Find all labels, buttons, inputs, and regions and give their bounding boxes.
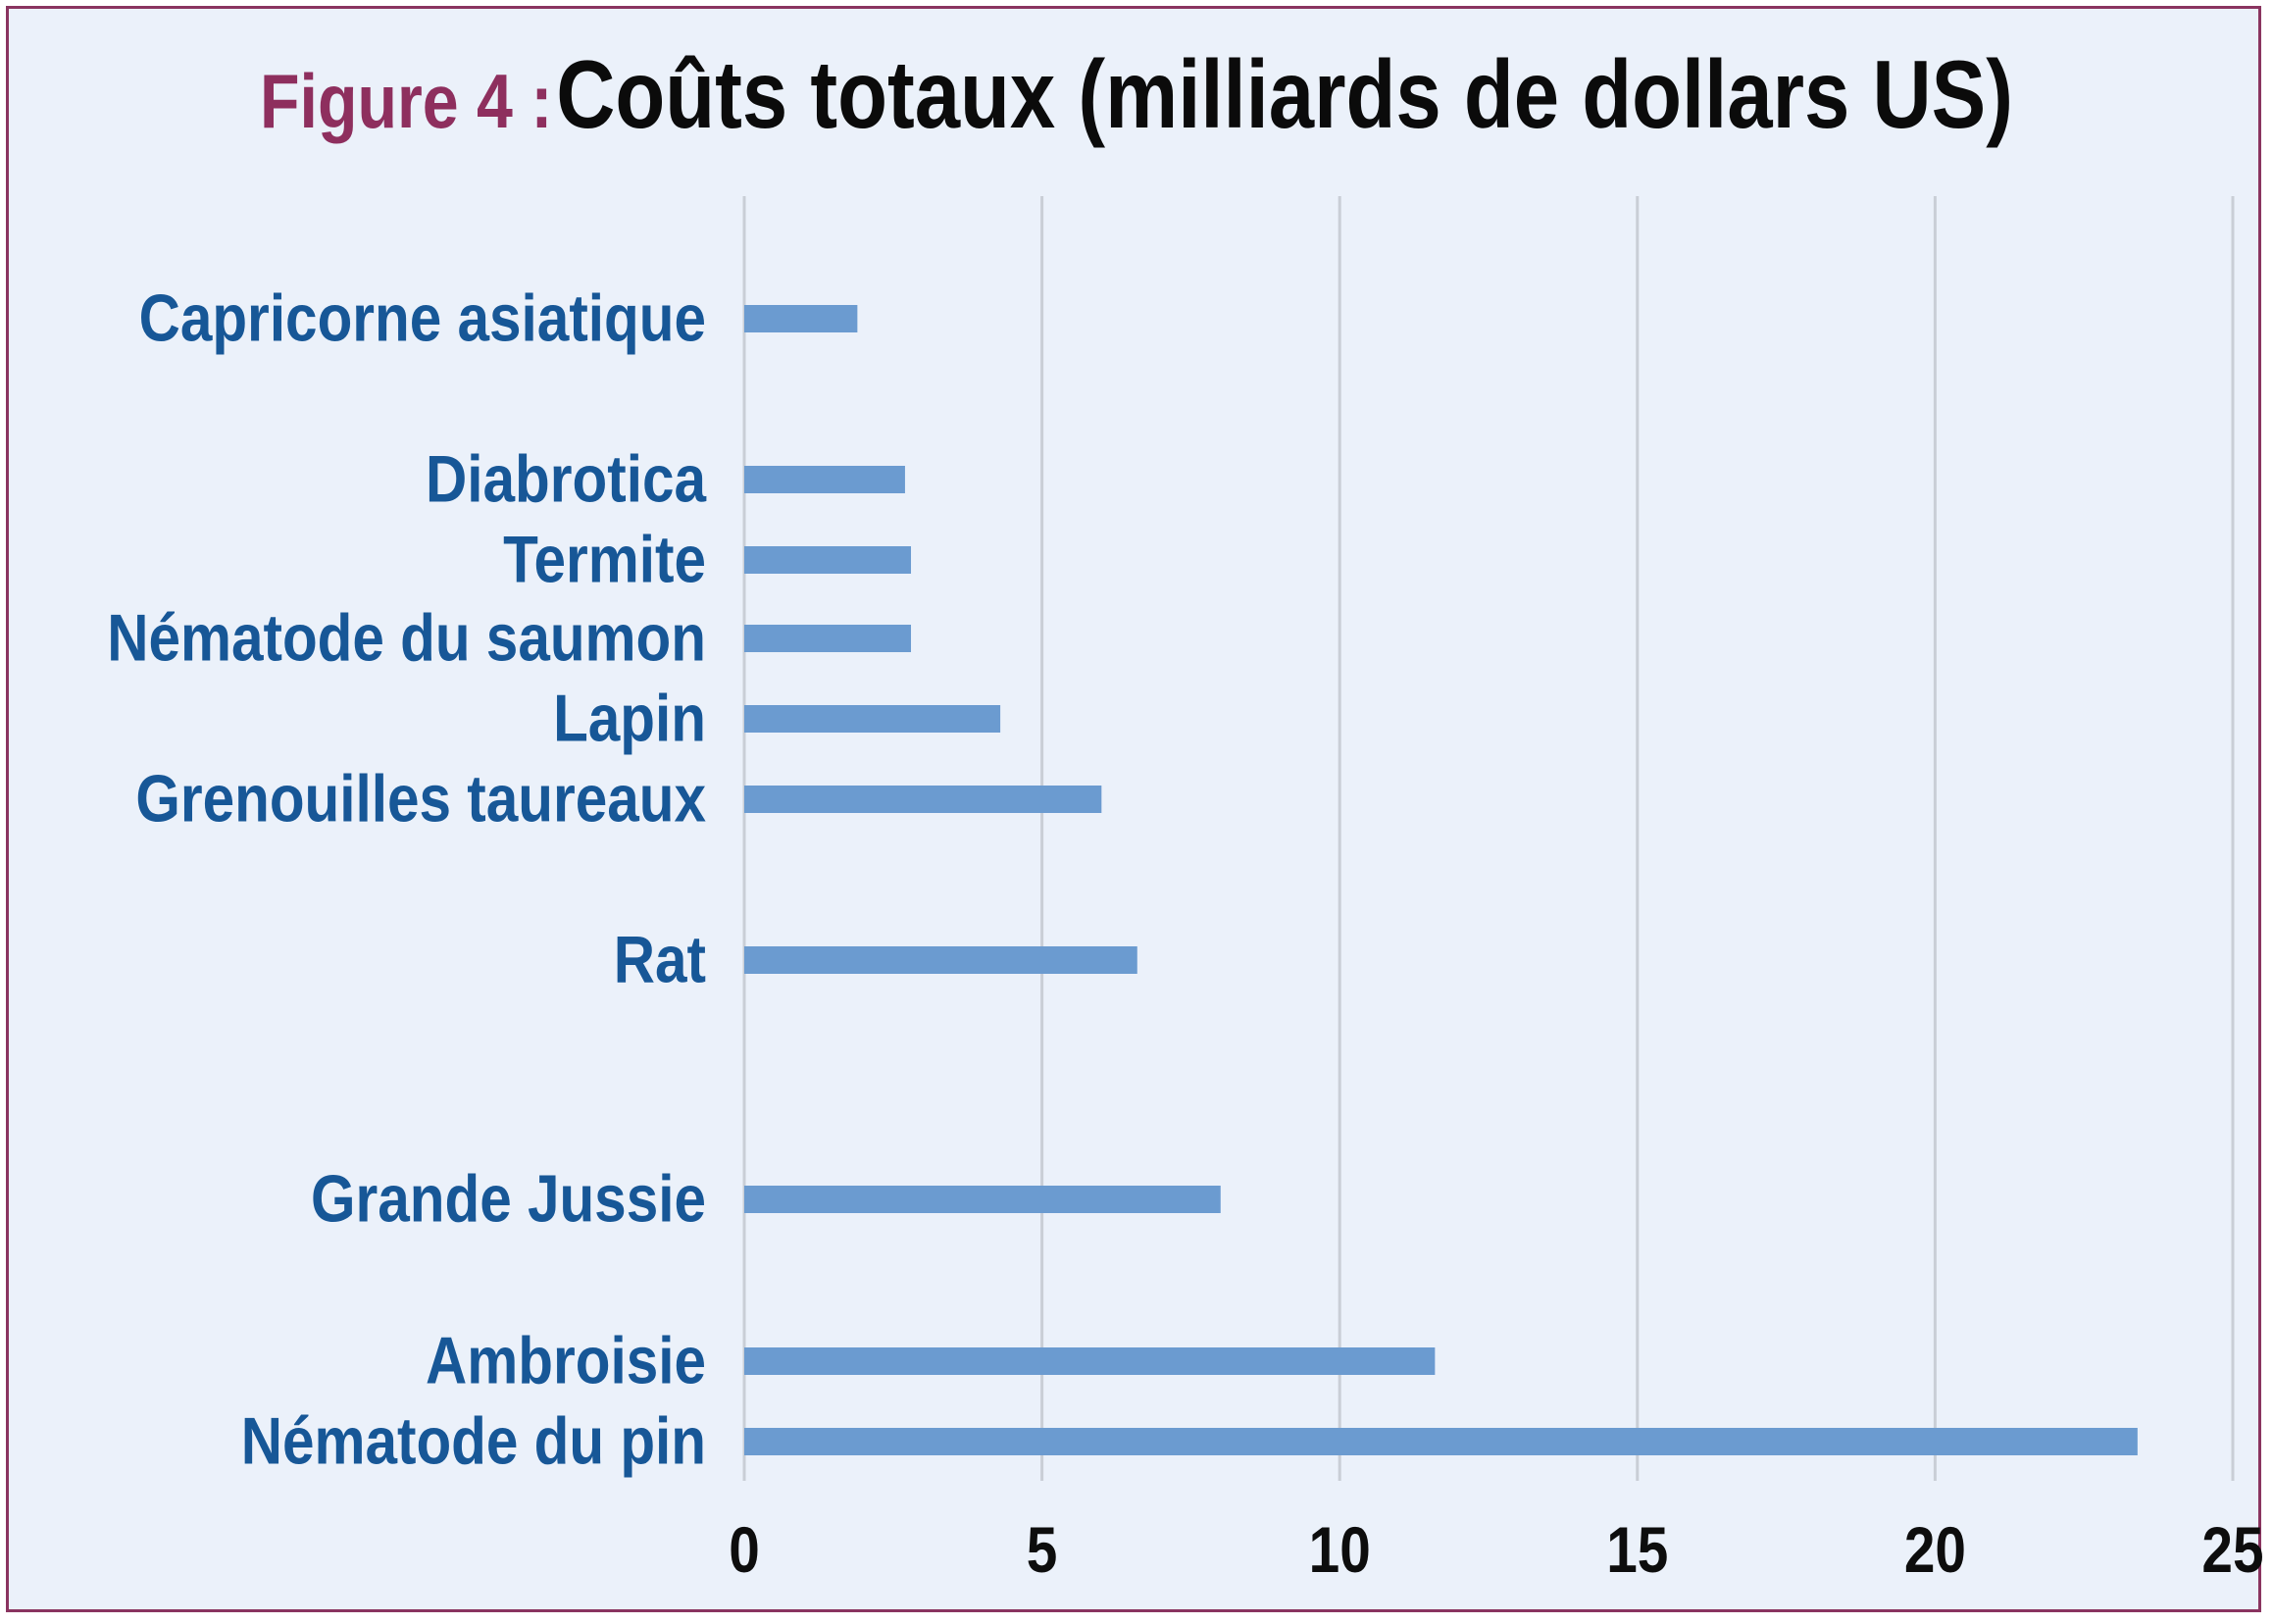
category-label: Lapin [553, 682, 706, 755]
category-label: Grande Jussie [311, 1162, 706, 1236]
category-label: Diabrotica [426, 442, 707, 516]
bar [744, 1186, 1221, 1213]
chart-title: Coûts totaux (milliards de dollars US) [556, 40, 2013, 148]
bar [744, 1428, 2138, 1455]
bar [744, 466, 905, 493]
x-tick-label: 20 [1904, 1514, 1966, 1587]
x-tick-label: 25 [2201, 1514, 2263, 1587]
x-axis-ticks: 0 5 10 15 20 25 [729, 1514, 2263, 1587]
category-label: Rat [614, 923, 706, 996]
category-label: Grenouilles taureaux [135, 762, 706, 836]
gridlines [742, 196, 2235, 1481]
category-label: Nématode du pin [241, 1404, 706, 1478]
bar [744, 786, 1102, 813]
bar [744, 546, 912, 574]
figure-title: Figure 4 : Coûts totaux (milliards de do… [171, 39, 2102, 150]
x-tick-label: 10 [1309, 1514, 1371, 1587]
category-labels: Capricorne asiatiqueDiabroticaTermiteNém… [107, 281, 706, 1478]
category-label: Termite [503, 523, 706, 596]
category-label: Capricorne asiatique [139, 281, 706, 355]
bar [744, 705, 1001, 733]
x-tick-label: 5 [1027, 1514, 1058, 1587]
bar [744, 625, 912, 652]
x-tick-label: 15 [1606, 1514, 1668, 1587]
category-label: Ambroisie [426, 1324, 706, 1397]
x-tick-label: 0 [729, 1514, 760, 1587]
bar [744, 305, 858, 332]
bar [744, 1347, 1436, 1375]
figure-frame [6, 6, 2261, 1612]
figure-number: Figure 4 : [260, 58, 553, 144]
bar [744, 946, 1137, 974]
category-label: Nématode du saumon [107, 601, 706, 675]
bars [744, 305, 2138, 1455]
